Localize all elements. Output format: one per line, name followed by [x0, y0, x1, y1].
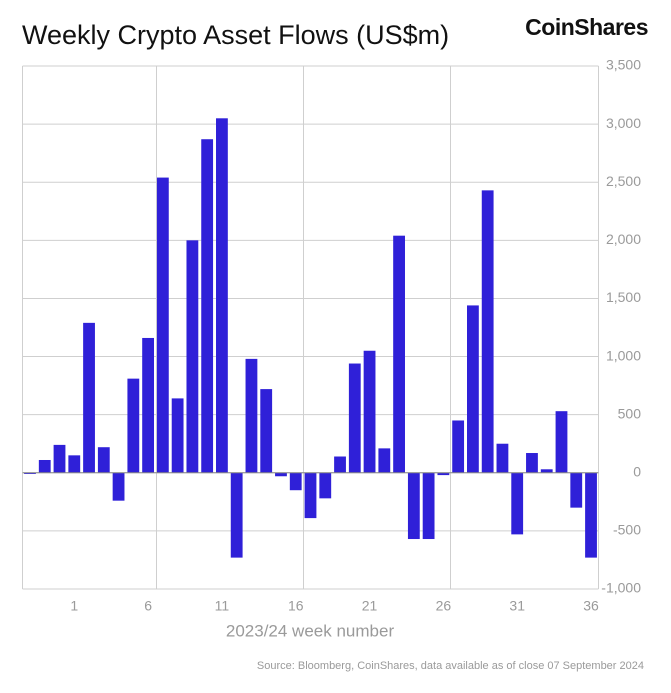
- bar: [142, 337, 155, 473]
- bar: [363, 350, 376, 473]
- bar: [319, 472, 332, 499]
- y-tick-label: 1,000: [606, 347, 641, 363]
- bar: [452, 420, 465, 473]
- bar: [38, 459, 51, 473]
- bar: [422, 472, 435, 540]
- bar: [216, 118, 228, 473]
- frame: [22, 66, 599, 589]
- x-tick-label: 6: [144, 598, 152, 614]
- y-tick-label: -500: [613, 522, 641, 538]
- source-note: Source: Bloomberg, CoinShares, data avai…: [257, 660, 644, 672]
- x-tick-label: 31: [509, 598, 525, 614]
- bar: [348, 363, 361, 473]
- bar: [97, 447, 110, 473]
- bar: [260, 389, 273, 473]
- y-tick-label: 500: [618, 405, 642, 421]
- bar: [334, 456, 346, 473]
- bar: [526, 453, 538, 473]
- x-tick-label: 21: [362, 598, 378, 614]
- bar: [511, 472, 524, 535]
- x-tick-label: 1: [70, 598, 78, 614]
- brand-logo: CoinShares: [525, 14, 648, 40]
- bar: [289, 472, 302, 491]
- bar: [230, 472, 243, 558]
- bar: [496, 443, 509, 473]
- bar: [304, 472, 317, 519]
- bar: [112, 472, 125, 501]
- chart-title: Weekly Crypto Asset Flows (US$m): [22, 20, 449, 50]
- bar: [156, 177, 169, 473]
- bar: [245, 358, 258, 473]
- bar: [24, 472, 36, 474]
- bar: [555, 411, 568, 473]
- bar: [378, 448, 391, 473]
- bar: [275, 472, 287, 477]
- bar: [68, 455, 81, 473]
- bar: [393, 235, 405, 473]
- y-tick-label: 2,500: [606, 173, 641, 189]
- bar: [127, 378, 140, 473]
- bar: [570, 472, 583, 508]
- bar: [540, 469, 553, 473]
- bar: [585, 472, 597, 558]
- x-axis-label: 2023/24 week number: [226, 621, 395, 640]
- bar: [407, 472, 420, 540]
- x-tick-label: 16: [288, 598, 304, 614]
- x-tick-label: 26: [436, 598, 452, 614]
- y-tick-label: 0: [633, 463, 641, 479]
- bar: [466, 305, 479, 473]
- bar: [83, 322, 95, 473]
- y-tick-label: 3,000: [606, 115, 641, 131]
- x-tick-label: 11: [215, 598, 230, 614]
- y-tick-label: 1,500: [606, 289, 641, 305]
- y-tick-label: 2,000: [606, 231, 641, 247]
- bar: [171, 398, 184, 473]
- y-tick-label: 3,500: [606, 57, 641, 73]
- x-tick-label: 36: [583, 598, 599, 614]
- bar: [437, 472, 450, 476]
- bar: [186, 240, 199, 473]
- y-tick-label: -1,000: [601, 580, 641, 596]
- bar: [481, 190, 494, 473]
- bar: [53, 444, 66, 473]
- bar: [201, 139, 214, 473]
